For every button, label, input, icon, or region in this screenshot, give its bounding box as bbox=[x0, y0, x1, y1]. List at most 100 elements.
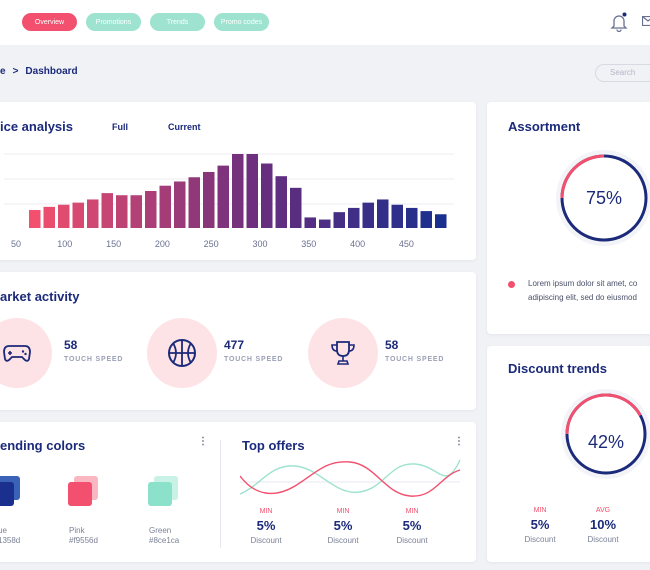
market-activity-title: arket activity bbox=[0, 289, 80, 304]
chart-bar bbox=[116, 195, 128, 228]
more-options-icon[interactable]: ⋮ bbox=[454, 436, 464, 447]
chart-bar bbox=[101, 193, 113, 228]
assortment-percent: 75% bbox=[585, 188, 623, 208]
bell-icon[interactable] bbox=[610, 12, 628, 32]
chart-bar bbox=[174, 181, 186, 228]
stat-label-1: TOUCH SPEED bbox=[64, 356, 124, 363]
top-bar: Overview Promotions Trends Promo codes bbox=[0, 0, 650, 45]
offer-sub-1: Discount bbox=[250, 536, 282, 545]
price-bar-chart: 50 100 150 200 250 300 350 400 450 bbox=[4, 153, 454, 249]
x-tick-label: 150 bbox=[106, 239, 121, 249]
x-tick-label: 50 bbox=[11, 239, 21, 249]
chart-bar bbox=[188, 177, 200, 228]
offer-label-2: MIN bbox=[336, 508, 350, 515]
tab-promo-codes[interactable]: Promo codes bbox=[214, 13, 269, 31]
chart-bar bbox=[420, 211, 432, 228]
assortment-title: Assortment bbox=[508, 119, 581, 134]
discount-label-avg: AVG bbox=[595, 507, 611, 514]
chart-bar bbox=[304, 217, 316, 228]
colors-offers-card: ending colors ⋮ ue 1358d Pink #f9556d Gr… bbox=[0, 422, 476, 562]
chart-bar bbox=[246, 154, 258, 228]
color-name-3: Green bbox=[149, 526, 172, 535]
chart-bar bbox=[391, 204, 403, 228]
stat-value-1: 58 bbox=[64, 338, 78, 352]
x-tick-label: 300 bbox=[252, 239, 267, 249]
chart-bar bbox=[348, 207, 360, 228]
offer-label-3: MIN bbox=[405, 508, 419, 515]
price-analysis-card: ice analysis Full Current 50 100 150 200 250… bbox=[0, 102, 476, 260]
chart-bar bbox=[87, 199, 99, 228]
chart-bar bbox=[290, 187, 302, 228]
stat-value-3: 58 bbox=[385, 338, 399, 352]
chart-bar bbox=[217, 165, 229, 228]
discount-percent: 42% bbox=[587, 432, 625, 452]
tab-trends[interactable]: Trends bbox=[150, 13, 205, 31]
price-analysis-title: ice analysis bbox=[0, 119, 73, 134]
chart-bar bbox=[72, 202, 84, 228]
gamepad-icon bbox=[3, 345, 31, 362]
tab-current[interactable]: Current bbox=[168, 122, 201, 132]
offer-value-2: 5% bbox=[333, 518, 353, 533]
donut-arc bbox=[565, 393, 647, 475]
tab-overview[interactable]: Overview bbox=[22, 13, 77, 31]
discount-value-min: 5% bbox=[530, 517, 550, 532]
notification-dot bbox=[622, 12, 627, 17]
stat-label-3: TOUCH SPEED bbox=[385, 356, 445, 363]
breadcrumb-home[interactable]: e bbox=[0, 66, 6, 77]
color-name-1: ue bbox=[0, 526, 7, 535]
mail-icon[interactable] bbox=[642, 16, 650, 26]
stat-value-2: 477 bbox=[224, 338, 245, 352]
x-tick-label: 400 bbox=[350, 239, 365, 249]
chart-bar bbox=[29, 210, 41, 228]
offer-sub-3: Discount bbox=[396, 536, 428, 545]
chevron-right-icon: > bbox=[12, 66, 19, 77]
basketball-stat-circle bbox=[147, 318, 217, 388]
color-name-2: Pink bbox=[69, 526, 85, 535]
offer-value-1: 5% bbox=[256, 518, 276, 533]
search-input[interactable]: Search bbox=[595, 64, 650, 82]
x-tick-label: 250 bbox=[204, 239, 219, 249]
chart-bar bbox=[43, 206, 55, 228]
chart-bar bbox=[203, 171, 215, 228]
chart-bar bbox=[145, 191, 157, 228]
basketball-icon bbox=[168, 339, 196, 367]
discount-donut-chart bbox=[561, 389, 650, 479]
discount-trends-title: Discount trends bbox=[508, 361, 607, 376]
tab-promotions[interactable]: Promotions bbox=[86, 13, 141, 31]
stat-label-2: TOUCH SPEED bbox=[224, 356, 284, 363]
offer-sub-2: Discount bbox=[327, 536, 359, 545]
tab-full[interactable]: Full bbox=[112, 122, 128, 132]
discount-value-avg: 10% bbox=[589, 517, 617, 532]
top-offers-title: Top offers bbox=[242, 438, 305, 453]
card-divider bbox=[220, 440, 221, 548]
trophy-icon bbox=[331, 341, 355, 365]
chart-bar bbox=[275, 176, 287, 228]
chart-bar bbox=[406, 207, 418, 228]
breadcrumb: e > Dashboard bbox=[0, 66, 78, 77]
trending-colors-title: ending colors bbox=[0, 438, 86, 453]
chart-bar bbox=[319, 219, 331, 228]
legend-dot bbox=[508, 281, 515, 288]
discount-sub-avg: Discount bbox=[587, 535, 619, 544]
x-tick-label: 100 bbox=[57, 239, 72, 249]
color-hex-1: 1358d bbox=[0, 536, 21, 545]
chart-bar bbox=[58, 204, 70, 228]
donut-arc bbox=[560, 154, 648, 242]
x-tick-label: 450 bbox=[399, 239, 414, 249]
offer-value-3: 5% bbox=[402, 518, 422, 533]
gamepad-stat-circle bbox=[0, 318, 52, 388]
discount-sub-min: Discount bbox=[524, 535, 556, 544]
more-options-icon[interactable]: ⋮ bbox=[198, 436, 208, 447]
color-hex-2: #f9556d bbox=[69, 536, 98, 545]
chart-bar bbox=[377, 199, 389, 228]
assortment-card: Assortment 75% Lorem ipsum dolor sit ame… bbox=[487, 102, 650, 334]
chart-bar bbox=[261, 163, 273, 228]
x-tick-label: 350 bbox=[301, 239, 316, 249]
offer-label-1: MIN bbox=[259, 508, 273, 515]
market-activity-card: arket activity 58 TOUCH SPEED 477 TOUCH … bbox=[0, 272, 476, 410]
chart-bar bbox=[159, 185, 171, 228]
x-tick-label: 200 bbox=[155, 239, 170, 249]
chart-bar bbox=[232, 154, 244, 228]
chart-bar bbox=[130, 195, 142, 228]
discount-label-min: MIN bbox=[533, 507, 547, 514]
